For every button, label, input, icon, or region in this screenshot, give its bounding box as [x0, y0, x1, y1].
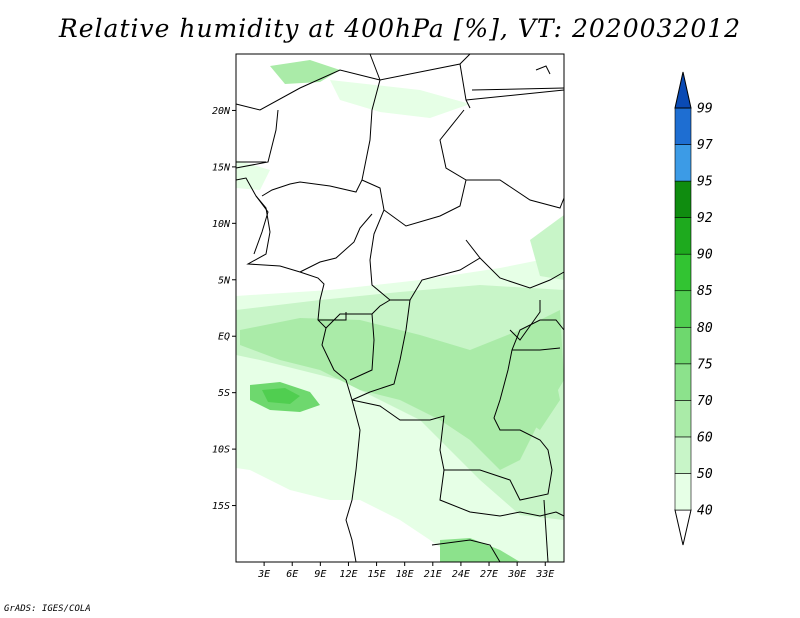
lon-tick-label: 33E [535, 569, 554, 580]
colorbar-swatch [674, 144, 692, 182]
colorbar-lower-triangle [674, 509, 692, 546]
colorbar-swatch [674, 107, 692, 145]
colorbar-swatch [674, 363, 692, 401]
colorbar-swatch [674, 436, 692, 474]
lat-tick-label: 5S [218, 388, 230, 399]
colorbar-level-label: 40 [697, 504, 713, 519]
colorbar-swatch [674, 290, 692, 328]
colorbar: 40 50 60 70 75 80 85 90 92 95 97 99 [674, 71, 713, 546]
colorbar-swatch [674, 326, 692, 365]
colorbar-level-label: 85 [697, 284, 713, 299]
humidity-shading [236, 60, 564, 562]
colorbar-swatch [674, 217, 692, 255]
longitude-axis: 3E 6E 9E 12E 15E 18E 21E 24E 27E 30E 33E [257, 562, 554, 580]
lat-tick-label: 10N [212, 219, 231, 230]
lon-tick-label: 15E [368, 569, 386, 580]
colorbar-swatch [674, 400, 692, 438]
footer-credit: GrADS: IGES/COLA [4, 604, 91, 614]
lon-tick-label: 18E [396, 569, 414, 580]
lon-tick-label: 6E [286, 569, 298, 580]
colorbar-level-label: 80 [697, 321, 713, 336]
lon-tick-label: 9E [314, 569, 326, 580]
colorbar-level-label: 60 [697, 430, 713, 445]
colorbar-upper-triangle [674, 71, 692, 109]
lon-tick-label: 21E [424, 569, 442, 580]
lat-tick-label: 15S [212, 501, 230, 512]
lon-tick-label: 3E [257, 569, 270, 580]
colorbar-level-label: 75 [697, 357, 713, 372]
colorbar-swatch [674, 253, 692, 292]
colorbar-level-label: 70 [697, 394, 713, 409]
latitude-axis: 20N 15N 10N 5N EQ 5S 10S 15S [212, 106, 236, 512]
map-title: Relative humidity at 400hPa [%], VT: 202… [58, 14, 742, 43]
lat-tick-label: 5N [218, 275, 231, 286]
lon-tick-label: 27E [480, 569, 498, 580]
map-panel: 20N 15N 10N 5N EQ 5S 10S 15S 3E 6E 9E 12E 15E 18E 21E… [212, 53, 565, 580]
lon-tick-label: 12E [339, 569, 357, 580]
colorbar-level-label: 99 [697, 102, 713, 117]
colorbar-level-label: 95 [697, 175, 713, 190]
lat-tick-label: 10S [212, 445, 230, 456]
colorbar-level-label: 97 [697, 138, 713, 153]
colorbar-swatch [674, 180, 692, 218]
lon-tick-label: 24E [452, 569, 470, 580]
boundaries [235, 53, 565, 563]
colorbar-swatch [674, 473, 692, 511]
lat-tick-label: EQ [218, 332, 230, 343]
map-frame [235, 53, 565, 563]
colorbar-level-label: 92 [697, 211, 713, 226]
colorbar-level-label: 90 [697, 248, 713, 263]
colorbar-level-label: 50 [697, 467, 713, 482]
lat-tick-label: 20N [212, 106, 231, 117]
lon-tick-label: 30E [507, 569, 526, 580]
lat-tick-label: 15N [212, 162, 231, 173]
